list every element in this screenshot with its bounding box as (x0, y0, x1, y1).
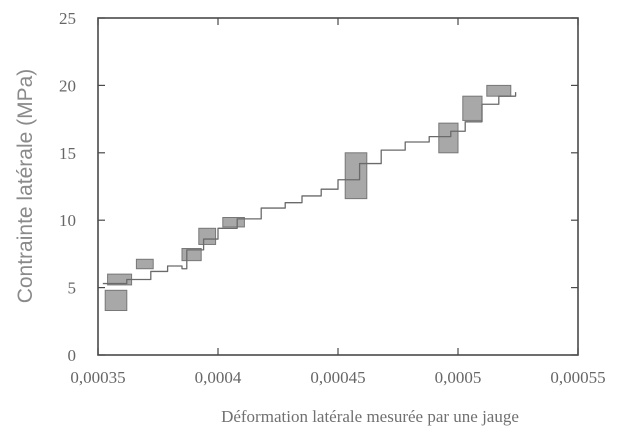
y-tick-label: 0 (68, 346, 77, 365)
hysteresis-loop (486, 84, 512, 97)
hysteresis-loop (438, 122, 459, 154)
x-axis-label: Déformation latérale mesurée par une jau… (221, 407, 519, 426)
y-axis-label: Contrainte latérale (MPa) (14, 69, 37, 304)
ticks-layer (97, 17, 579, 356)
y-tick-label: 25 (59, 9, 76, 28)
x-tick-label: 0,00035 (70, 368, 125, 387)
hysteresis-loop (104, 289, 128, 312)
series-line (102, 92, 517, 285)
series-layer (102, 92, 517, 285)
hysteresis-loop (135, 258, 154, 270)
x-tick-label: 0,00055 (550, 368, 605, 387)
y-tick-label: 20 (59, 76, 76, 95)
x-tick-label: 0,00045 (310, 368, 365, 387)
hysteresis-layer (104, 84, 512, 312)
tick-labels-layer: 0,00035 0,0004 0,00045 0,0005 0,00055 0 5 10 15 2… (59, 9, 606, 387)
hysteresis-loop (222, 217, 245, 228)
y-tick-label: 5 (68, 279, 77, 298)
hysteresis-loop (344, 152, 368, 200)
hysteresis-loop (198, 227, 217, 245)
hysteresis-loop (462, 95, 483, 121)
y-tick-label: 10 (59, 211, 76, 230)
x-tick-label: 0,0005 (435, 368, 482, 387)
y-tick-label: 15 (59, 144, 76, 163)
x-tick-label: 0,0004 (195, 368, 242, 387)
